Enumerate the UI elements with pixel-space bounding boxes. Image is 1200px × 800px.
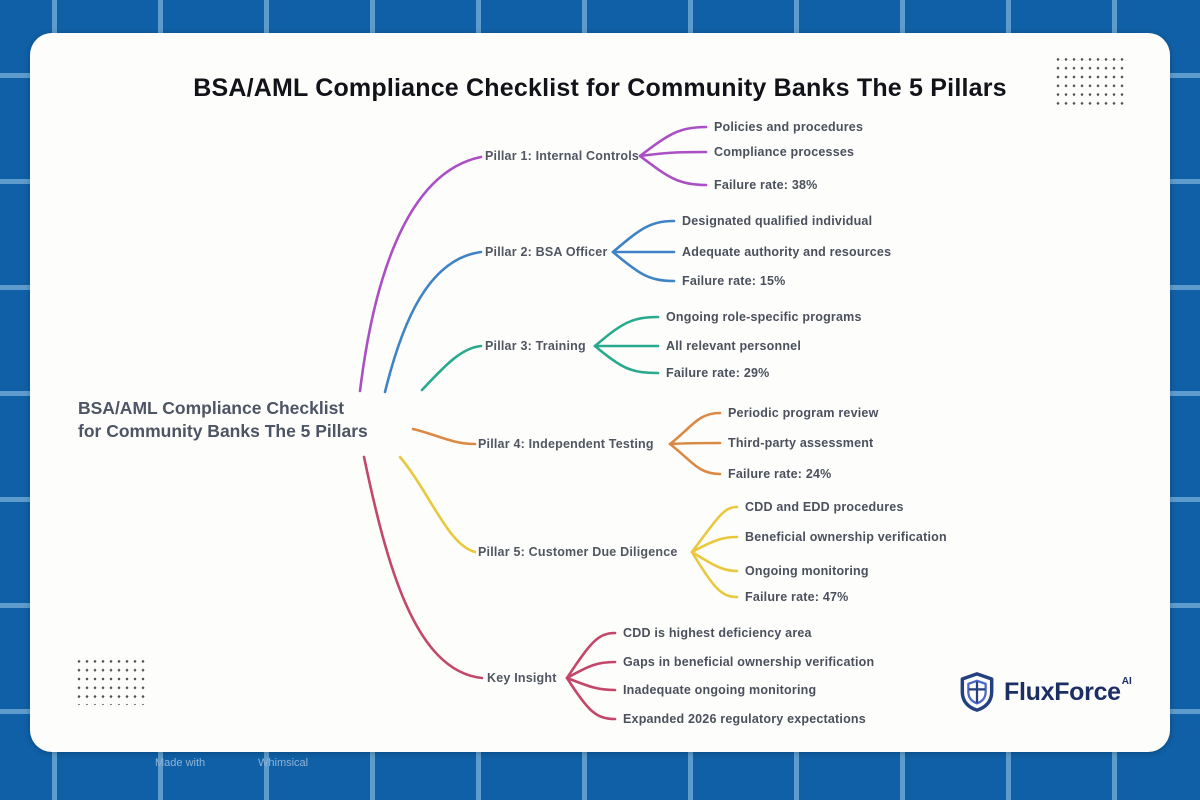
child-label: Third-party assessment <box>728 436 874 450</box>
child-curve <box>668 411 722 446</box>
branch-curve-pillar4 <box>411 427 477 446</box>
branch-curve-pillar1 <box>358 155 483 393</box>
branch-label-pillar3: Pillar 3: Training <box>485 339 586 353</box>
canvas-card: BSA/AML Compliance Checklist for Communi… <box>30 33 1170 752</box>
child-label: Failure rate: 47% <box>745 590 849 604</box>
child-curve <box>565 676 617 692</box>
child-curve <box>611 250 676 283</box>
child-label: Failure rate: 38% <box>714 178 818 192</box>
branch-label-key-insight: Key Insight <box>487 671 557 685</box>
mindmap-root-node: BSA/AML Compliance Checklist for Communi… <box>78 397 368 443</box>
child-label: Ongoing monitoring <box>745 564 869 578</box>
child-curve <box>668 441 722 446</box>
child-curve <box>690 550 739 599</box>
child-curve <box>611 219 676 254</box>
logo-wordmark: FluxForceAI <box>1004 675 1132 707</box>
branch-label-pillar5: Pillar 5: Customer Due Diligence <box>478 545 678 559</box>
child-curve <box>690 550 739 573</box>
child-curve <box>593 315 660 348</box>
mindmap-connectors <box>358 125 739 721</box>
child-curve <box>565 631 617 680</box>
shield-icon <box>960 672 994 712</box>
whimsical-brand-label: Whimsical <box>258 757 309 769</box>
child-label: Ongoing role-specific programs <box>666 310 862 324</box>
branch-label-pillar4: Pillar 4: Independent Testing <box>478 437 654 451</box>
child-curve <box>565 676 617 721</box>
child-label: All relevant personnel <box>666 339 801 353</box>
root-node-line2: for Community Banks The 5 Pillars <box>78 421 368 441</box>
dot-grid-decoration-bottom-left <box>75 657 149 705</box>
child-curve <box>593 344 660 375</box>
fluxforce-logo: FluxForceAI <box>958 671 1132 713</box>
child-label: Gaps in beneficial ownership verificatio… <box>623 655 875 669</box>
logo-name: FluxForce <box>1004 677 1121 706</box>
root-node-line1: BSA/AML Compliance Checklist <box>78 398 345 418</box>
child-label: Expanded 2026 regulatory expectations <box>623 712 866 726</box>
branch-curve-key-insight <box>362 455 484 680</box>
child-curve <box>690 505 739 554</box>
child-curve <box>565 660 617 680</box>
child-label: CDD and EDD procedures <box>745 500 904 514</box>
dot-grid-decoration-top-right <box>1054 55 1128 108</box>
child-curve <box>638 125 708 158</box>
child-label: Periodic program review <box>728 406 879 420</box>
child-label: Adequate authority and resources <box>682 245 892 259</box>
child-curve <box>638 150 708 158</box>
logo-suffix: AI <box>1121 675 1132 687</box>
child-label: Failure rate: 15% <box>682 274 786 288</box>
child-label: CDD is highest deficiency area <box>623 626 812 640</box>
child-label: Beneficial ownership verification <box>745 530 947 544</box>
branch-curve-pillar2 <box>383 250 483 394</box>
child-curve <box>668 442 722 476</box>
branch-label-pillar2: Pillar 2: BSA Officer <box>485 245 608 259</box>
made-with-label: Made with <box>155 757 206 769</box>
child-label: Inadequate ongoing monitoring <box>623 683 817 697</box>
branch-label-pillar1: Pillar 1: Internal Controls <box>485 149 640 163</box>
branch-curve-pillar3 <box>420 344 483 392</box>
child-label: Compliance processes <box>714 145 855 159</box>
child-label: Failure rate: 24% <box>728 467 832 481</box>
child-curve <box>638 154 708 187</box>
branch-curve-pillar5 <box>398 455 477 554</box>
page-title: BSA/AML Compliance Checklist for Communi… <box>193 74 1007 102</box>
child-label: Failure rate: 29% <box>666 366 770 380</box>
child-curve <box>690 535 739 554</box>
child-label: Policies and procedures <box>714 120 864 134</box>
child-label: Designated qualified individual <box>682 214 873 228</box>
